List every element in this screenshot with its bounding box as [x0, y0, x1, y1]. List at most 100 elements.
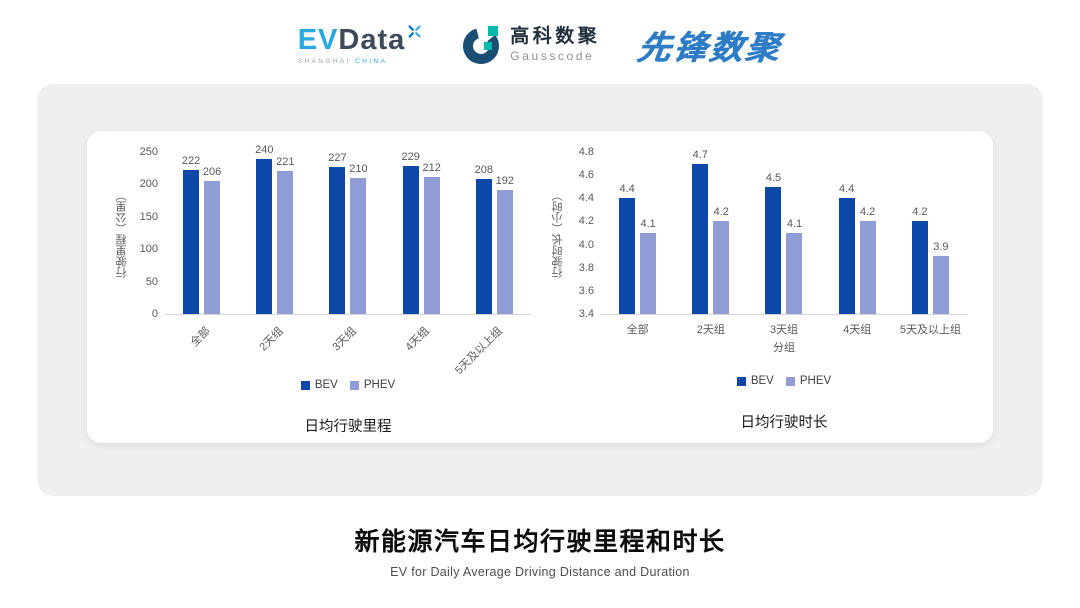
bar-value-label: 4.2: [713, 206, 729, 219]
bar-group: 208 192: [475, 164, 514, 314]
y-tick-label: 4.4: [578, 192, 594, 205]
category-cell: 5天及以上组: [453, 315, 531, 377]
category-cell: 3天组: [747, 315, 820, 337]
bar-value-label: 4.7: [692, 148, 708, 161]
bar-group: 4.4 4.2: [838, 183, 876, 314]
y-tick-label: 250: [139, 146, 158, 158]
y-axis-label: 行驶里程（公里）: [116, 190, 128, 278]
phev-bar: 4.2: [859, 206, 876, 314]
legend-swatch-icon: [736, 376, 746, 386]
bev-bar: 4.4: [619, 183, 636, 314]
category-cell: 4天组: [385, 315, 458, 371]
y-tick-label: 3.4: [578, 308, 594, 320]
phev-bar: 4.1: [640, 218, 657, 314]
category-label: 全部: [626, 324, 649, 336]
bar-value-label: 4.2: [912, 206, 928, 219]
y-axis-ticks: 0 50 100 150 200 250: [131, 147, 165, 320]
evdata-data-text: Data: [338, 23, 406, 56]
category-label: 3天组: [769, 324, 799, 336]
y-tick-label: 4.0: [578, 238, 594, 251]
caption: 新能源汽车日均行驶里程和时长 EV for Daily Average Driv…: [0, 522, 1080, 579]
bev-bar: 4.7: [692, 149, 709, 314]
gausscode-cn-text: 高科数聚: [510, 26, 601, 48]
bar-value-label: 240: [255, 143, 274, 156]
main-title: 新能源汽车日均行驶里程和时长: [354, 528, 726, 556]
bar-value-label: 221: [276, 155, 295, 168]
category-row: 全部 2天组 3天组 4天组 5天及以上组: [113, 315, 531, 377]
category-label: 4天组: [403, 325, 432, 354]
plot-area: 222 206 240 221 227 210 229 212 208 192: [165, 144, 531, 315]
category-label: 全部: [188, 325, 213, 350]
category-cell: 3天组: [311, 315, 384, 371]
bev-bar: 227: [328, 152, 347, 314]
bev-bar: 229: [401, 151, 420, 314]
y-tick-label: 3.8: [578, 261, 594, 274]
y-tick-label: 4.2: [578, 215, 594, 228]
bar-value-label: 4.1: [640, 218, 656, 230]
gausscode-g-icon: [463, 26, 500, 64]
bev-bar: 240: [255, 144, 273, 314]
plot-row: 行驶时长（小时） 3.4 3.6 3.8 4.0 4.2 4.4 4.6 4.8 4.4 4.1 4.…: [549, 147, 967, 320]
bar-group: 4.2 3.9: [911, 206, 949, 314]
bar-group: 222 206: [182, 155, 221, 314]
bev-bar: 208: [475, 164, 493, 314]
legend-swatch-icon: [785, 376, 795, 386]
bar-group: 4.7 4.2: [692, 149, 730, 314]
bev-bar: 4.4: [838, 183, 855, 314]
gausscode-logo: 高科数聚 Gausscode: [461, 25, 600, 65]
categories: 全部 2天组 3天组 4天组 5天及以上组: [165, 315, 531, 377]
bar-group: 229 212: [401, 151, 441, 314]
phev-bar: 221: [276, 156, 294, 314]
categories: 全部 2天组 3天组 4天组 5天及以上组: [601, 315, 967, 337]
phev-bar: 4.2: [713, 206, 730, 314]
bar-value-label: 4.2: [860, 206, 876, 219]
y-tick-label: 4.8: [578, 146, 594, 158]
gausscode-text: 高科数聚 Gausscode: [510, 26, 601, 63]
gausscode-en-text: Gausscode: [510, 48, 595, 63]
category-label: 4天组: [843, 324, 872, 336]
phev-bar: 3.9: [932, 241, 949, 314]
phev-bar: 206: [203, 166, 221, 314]
bar-value-label: 3.9: [933, 241, 949, 254]
y-axis-label: 行驶时长（小时）: [552, 190, 564, 278]
legend-item: BEV: [736, 375, 774, 387]
phev-bar: 4.1: [786, 218, 803, 314]
bar-value-label: 4.5: [765, 171, 782, 184]
bar-value-label: 210: [349, 162, 368, 175]
plot-row: 行驶里程（公里） 0 50 100 150 200 250 222 206 240 221 227 21…: [113, 144, 531, 320]
legend-item: BEV: [300, 379, 338, 391]
x-axis-title: 分组: [773, 342, 795, 354]
y-tick-label: 200: [139, 178, 158, 191]
bar-group: 4.5 4.1: [765, 172, 803, 314]
bev-bar: 4.2: [911, 206, 928, 314]
category-cell: 全部: [165, 315, 238, 371]
category-cell: 4天组: [821, 315, 894, 337]
bar-value-label: 4.4: [839, 183, 855, 196]
chart-legend: BEV PHEV: [549, 375, 967, 387]
evdata-ev-text: EV: [297, 23, 339, 56]
subtitle: EV for Daily Average Driving Distance an…: [390, 565, 690, 579]
category-cell: 5天及以上组: [894, 315, 967, 337]
phev-bar: 192: [496, 175, 514, 314]
evdata-china-text: CHINA: [355, 57, 388, 65]
category-label: 2天组: [257, 325, 286, 354]
evdata-shanghai-text: SHANGHAI: [297, 57, 351, 65]
bar-value-label: 4.1: [786, 218, 803, 230]
category-cell: 2天组: [674, 315, 747, 337]
bar-group: 240 221: [255, 144, 294, 314]
category-label: 3天组: [330, 325, 359, 354]
bar-group: 227 210: [328, 152, 368, 314]
bar-value-label: 227: [328, 151, 347, 164]
category-cell: 2天组: [238, 315, 311, 371]
y-tick-label: 3.6: [578, 284, 594, 297]
legend-item: PHEV: [785, 375, 831, 387]
legend-swatch-icon: [349, 380, 359, 390]
evdata-propeller-icon: [408, 24, 421, 38]
distance-chart: 行驶里程（公里） 0 50 100 150 200 250 222 206 240 221 227 21…: [113, 144, 531, 443]
bev-bar: 4.5: [765, 172, 782, 314]
y-tick-label: 150: [139, 210, 158, 223]
bev-bar: 222: [182, 155, 200, 314]
bar-value-label: 229: [401, 150, 420, 163]
duration-chart: 行驶时长（小时） 3.4 3.6 3.8 4.0 4.2 4.4 4.6 4.8 4.4 4.1 4.…: [549, 147, 967, 443]
bar-group: 4.4 4.1: [619, 183, 657, 314]
